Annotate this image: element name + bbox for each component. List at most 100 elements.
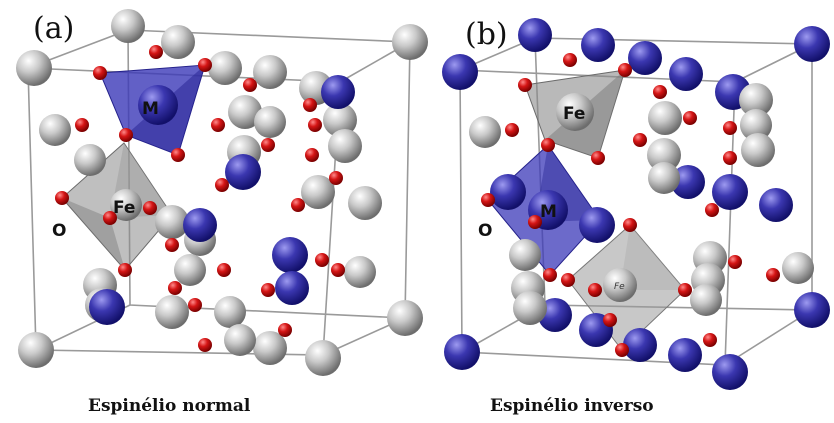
o-atom [329, 171, 343, 185]
m-atoms-a [89, 75, 355, 325]
o-atom [217, 263, 231, 277]
panel-a: (a) M Fe O [16, 9, 428, 376]
fe-atoms-a [16, 9, 428, 376]
o-atom [653, 85, 667, 99]
o-atom [119, 128, 133, 142]
m-atom [579, 207, 615, 243]
fe-atom [328, 129, 362, 163]
o-atom [588, 283, 602, 297]
o-atom [633, 133, 647, 147]
o-atom [149, 45, 163, 59]
o-atom [481, 193, 495, 207]
fe-atom [16, 50, 52, 86]
panel-b-octa-label: M [540, 202, 557, 222]
panel-a-caption: Espinélio normal [88, 396, 251, 416]
panel-a-tetra-label: M [142, 99, 159, 119]
o-atom [55, 191, 69, 205]
m-atom [183, 208, 217, 242]
m-atom [623, 328, 657, 362]
fe-atom [647, 138, 681, 172]
m-atoms-b [442, 18, 830, 390]
o-atom [243, 78, 257, 92]
fe-atom [556, 93, 594, 131]
m-atom [794, 26, 830, 62]
m-atom [518, 18, 552, 52]
o-atom [623, 218, 637, 232]
m-atom [712, 174, 748, 210]
o-atom [93, 66, 107, 80]
fe-atom [469, 116, 501, 148]
fe-atom [323, 103, 357, 137]
o-atom [678, 283, 692, 297]
fe-atom [228, 95, 262, 129]
fe-atom [224, 324, 256, 356]
o-atom [165, 238, 179, 252]
fe-atom [253, 55, 287, 89]
o-atom [541, 138, 555, 152]
o-atom [591, 151, 605, 165]
fe-atom [155, 205, 189, 239]
fe-atom [214, 296, 246, 328]
o-atom [215, 178, 229, 192]
fe-atom [690, 284, 722, 316]
fe-atom [741, 133, 775, 167]
o-atom [315, 253, 329, 267]
fe-atom [648, 101, 682, 135]
o-atom [143, 201, 157, 215]
m-atom [669, 57, 703, 91]
m-atom [628, 41, 662, 75]
o-atom [308, 118, 322, 132]
o-atom [261, 283, 275, 297]
fe-atom [161, 25, 195, 59]
fe-atom [155, 295, 189, 329]
o-atoms-b [481, 53, 780, 357]
m-atom [671, 165, 705, 199]
m-atom [668, 338, 702, 372]
o-atom [198, 338, 212, 352]
fe-atom [782, 252, 814, 284]
o-atom [683, 111, 697, 125]
fe-atoms-b [469, 83, 814, 325]
m-atom [581, 28, 615, 62]
panel-b-octa2-label: Fe [614, 282, 625, 292]
m-atom [794, 292, 830, 328]
o-atom [766, 268, 780, 282]
o-atom [188, 298, 202, 312]
fe-atom [174, 254, 206, 286]
o-atom [171, 148, 185, 162]
o-atom [278, 323, 292, 337]
o-atom [211, 118, 225, 132]
fe-atom [305, 340, 341, 376]
o-atom [518, 78, 532, 92]
panel-a-oxygen-label: O [52, 221, 66, 241]
fe-atom [344, 256, 376, 288]
m-atom [759, 188, 793, 222]
o-atom [728, 255, 742, 269]
fe-atom [208, 51, 242, 85]
fe-atom [603, 268, 637, 302]
o-atom [563, 53, 577, 67]
o-atom [305, 148, 319, 162]
o-atom [118, 263, 132, 277]
m-atom [225, 154, 261, 190]
o-atom [103, 211, 117, 225]
o-atom [703, 333, 717, 347]
m-atom [321, 75, 355, 109]
o-atom [505, 123, 519, 137]
o-atom [603, 313, 617, 327]
m-atom [712, 354, 748, 390]
o-atom [615, 343, 629, 357]
m-atom [272, 237, 308, 273]
o-atom [528, 215, 542, 229]
fe-atom [509, 239, 541, 271]
o-atom [705, 203, 719, 217]
fe-atom [513, 291, 547, 325]
fe-atom [110, 189, 142, 221]
m-atom [442, 54, 478, 90]
fe-atom [648, 162, 680, 194]
o-atom [75, 118, 89, 132]
fe-atom [253, 331, 287, 365]
panel-a-octa-label: Fe [113, 198, 135, 218]
o-atom [618, 63, 632, 77]
